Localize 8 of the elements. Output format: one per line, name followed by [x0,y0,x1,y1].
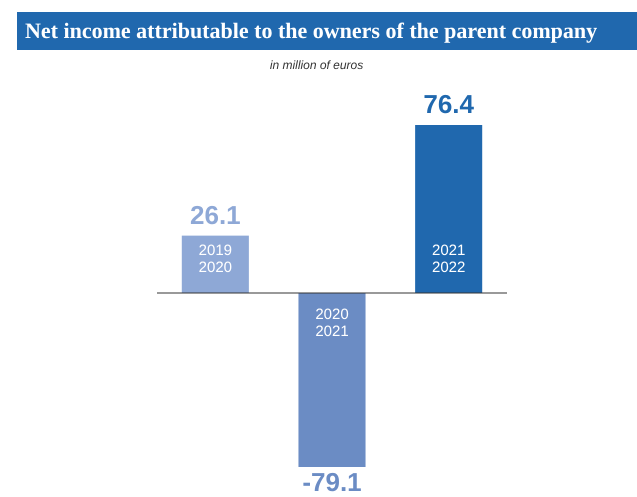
chart-title: Net income attributable to the owners of the parent company [17,12,637,50]
x-tick-label: 2020 2021 [315,306,349,340]
x-tick-label: 2021 2022 [432,242,466,276]
data-label: 26.1 [190,200,241,230]
x-tick-label: 2019 2020 [198,242,232,276]
data-label: -79.1 [302,467,362,497]
chart-subtitle: in million of euros [270,58,364,72]
data-label: 76.4 [423,89,475,120]
